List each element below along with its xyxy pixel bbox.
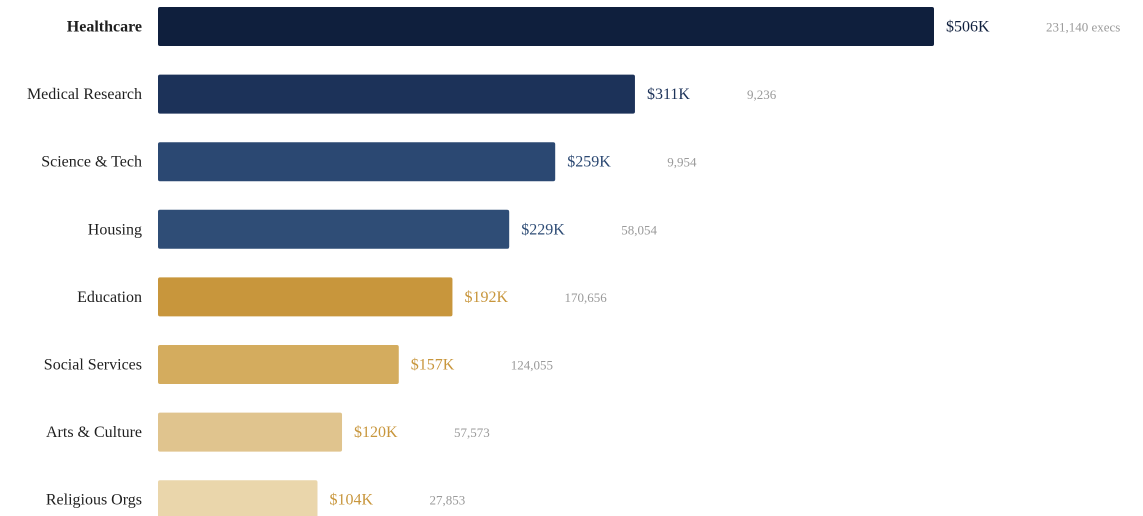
value-label: $506K — [946, 19, 990, 36]
count-label: 57,573 — [454, 425, 490, 440]
category-label: Science & Tech — [41, 154, 142, 171]
count-label: 170,656 — [564, 290, 607, 305]
bar-row: Education $192K 170,656 — [77, 277, 607, 317]
count-label: 27,853 — [429, 493, 465, 508]
bar — [158, 7, 934, 46]
bar — [158, 412, 343, 452]
value-label: $311K — [647, 86, 690, 103]
bar-row: Healthcare $506K 231,140 execs — [67, 7, 1120, 46]
bar-row: Social Services $157K 124,055 — [44, 345, 553, 384]
bar — [158, 345, 399, 384]
category-label: Education — [77, 289, 142, 306]
category-label: Social Services — [44, 357, 142, 374]
bar — [158, 480, 318, 516]
value-label: $157K — [411, 357, 455, 374]
bar-row: Religious Orgs $104K 27,853 — [46, 480, 465, 516]
count-label: 9,954 — [667, 155, 697, 170]
bar-row: Medical Research $311K 9,236 — [27, 74, 777, 114]
bar — [158, 142, 556, 182]
value-label: $259K — [567, 154, 611, 171]
value-label: $120K — [354, 424, 398, 441]
bar — [158, 277, 453, 317]
category-label: Healthcare — [67, 19, 142, 36]
value-label: $229K — [521, 221, 565, 238]
bar-row: Housing $229K 58,054 — [88, 209, 657, 249]
bar-row: Arts & Culture $120K 57,573 — [46, 412, 490, 452]
bar-row: Science & Tech $259K 9,954 — [41, 142, 697, 182]
category-label: Medical Research — [27, 86, 142, 103]
count-label: 58,054 — [621, 222, 657, 237]
count-label: 231,140 execs — [1046, 20, 1120, 35]
category-label: Housing — [88, 221, 142, 238]
count-label: 9,236 — [747, 87, 777, 102]
bar — [158, 209, 510, 249]
value-label: $192K — [464, 289, 508, 306]
bar — [158, 74, 635, 114]
value-label: $104K — [329, 492, 373, 509]
count-label: 124,055 — [511, 358, 553, 373]
category-label: Religious Orgs — [46, 492, 142, 509]
category-label: Arts & Culture — [46, 424, 142, 441]
